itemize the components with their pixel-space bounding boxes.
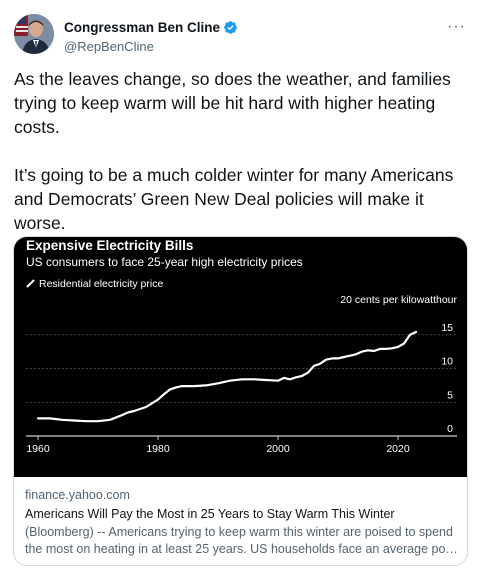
x-tick-label: 1960 — [26, 443, 50, 455]
card-body: finance.yahoo.com Americans Will Pay the… — [14, 477, 467, 558]
series-line-0 — [36, 330, 418, 423]
tweet-paragraph-2: It’s going to be a much colder winter fo… — [14, 165, 454, 233]
card-description-line-1: (Bloomberg) -- Americans trying to keep … — [25, 525, 453, 539]
more-options-button[interactable]: ··· — [447, 18, 466, 35]
tweet-paragraph-1: As the leaves change, so does the weathe… — [14, 69, 451, 137]
y-tick-label: 0 — [447, 423, 453, 435]
card-description: (Bloomberg) -- Americans trying to keep … — [25, 524, 458, 558]
y-tick-label: 5 — [447, 389, 453, 401]
x-tick-label: 1980 — [146, 443, 170, 455]
legend-line-icon — [26, 279, 35, 288]
author-display-name[interactable]: Congressman Ben Cline — [64, 20, 221, 35]
verified-badge-icon — [224, 21, 237, 34]
tweet-text: As the leaves change, so does the weathe… — [14, 67, 469, 235]
chart-y-ticks: 0 5 10 15 — [441, 322, 453, 435]
avatar[interactable] — [14, 14, 54, 54]
chart-image: Expensive Electricity Bills US consumers… — [14, 237, 467, 477]
chart-title: Expensive Electricity Bills — [26, 238, 193, 253]
chart-series — [36, 330, 418, 423]
chart-x-ticks: 1960 1980 2000 2020 — [26, 436, 410, 455]
chart-subtitle: US consumers to face 25-year high electr… — [26, 255, 303, 269]
card-description-line-2: the most on heating in at least 25 years… — [25, 542, 458, 556]
x-tick-label: 2000 — [266, 443, 290, 455]
y-tick-label: 10 — [441, 356, 453, 368]
card-domain: finance.yahoo.com — [25, 488, 130, 502]
chart-ylabel: 20 cents per kilowatthour — [340, 294, 457, 306]
line-chart: Expensive Electricity Bills US consumers… — [26, 238, 457, 455]
chart-legend: Residential electricity price — [39, 278, 163, 290]
x-tick-label: 2020 — [386, 443, 410, 455]
tweet-header: Congressman Ben Cline @RepBenCline ··· — [14, 14, 466, 62]
y-tick-label: 15 — [441, 322, 453, 334]
author-name-row: Congressman Ben Cline — [64, 20, 238, 35]
link-preview-card[interactable]: Expensive Electricity Bills US consumers… — [13, 236, 468, 566]
avatar-portrait-icon — [14, 14, 54, 54]
author-handle[interactable]: @RepBenCline — [64, 39, 154, 54]
chart-gridlines — [26, 334, 457, 437]
card-title: Americans Will Pay the Most in 25 Years … — [25, 507, 395, 521]
